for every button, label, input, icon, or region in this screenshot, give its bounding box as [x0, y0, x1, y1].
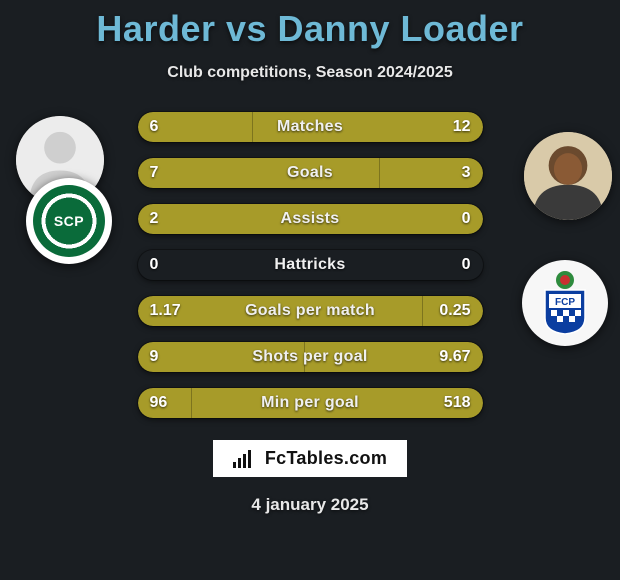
metric-row: 9Shots per goal9.67	[138, 342, 483, 372]
comparison-subtitle: Club competitions, Season 2024/2025	[0, 64, 620, 82]
metric-left-value: 9	[138, 348, 208, 366]
attribution-box: FcTables.com	[213, 440, 407, 477]
person-photo-icon	[524, 132, 612, 220]
metric-left-value: 6	[138, 118, 208, 136]
metric-right-value: 0.25	[413, 302, 483, 320]
club-left-badge: SCP	[26, 178, 112, 264]
metric-right-value: 0	[413, 210, 483, 228]
metric-label: Assists	[208, 210, 413, 228]
metric-label: Shots per goal	[208, 348, 413, 366]
metric-left-value: 1.17	[138, 302, 208, 320]
metric-row: 0Hattricks0	[138, 250, 483, 280]
metric-left-value: 7	[138, 164, 208, 182]
metric-right-value: 0	[413, 256, 483, 274]
metric-row: 7Goals3	[138, 158, 483, 188]
metric-left-value: 96	[138, 394, 208, 412]
metric-right-value: 518	[413, 394, 483, 412]
metric-label: Goals	[208, 164, 413, 182]
attribution-wrap: FcTables.com	[0, 440, 620, 477]
metric-label: Matches	[208, 118, 413, 136]
metric-row: 6Matches12	[138, 112, 483, 142]
club-right-badge: FCP	[522, 260, 608, 346]
metric-right-value: 9.67	[413, 348, 483, 366]
metric-row: 96Min per goal518	[138, 388, 483, 418]
metric-left-value: 2	[138, 210, 208, 228]
metric-row: 1.17Goals per match0.25	[138, 296, 483, 326]
player-right-photo	[524, 132, 612, 220]
attribution-text: FcTables.com	[265, 448, 387, 469]
metric-right-value: 3	[413, 164, 483, 182]
metric-label: Min per goal	[208, 394, 413, 412]
metric-label: Hattricks	[208, 256, 413, 274]
metric-label: Goals per match	[208, 302, 413, 320]
scp-badge-icon: SCP	[33, 185, 105, 257]
date-label: 4 january 2025	[0, 495, 620, 515]
barchart-icon	[233, 450, 255, 468]
comparison-title: Harder vs Danny Loader	[0, 0, 620, 50]
svg-text:FCP: FCP	[555, 297, 575, 308]
metric-row: 2Assists0	[138, 204, 483, 234]
metric-right-value: 12	[413, 118, 483, 136]
fcp-badge-icon: FCP	[537, 270, 593, 336]
metric-left-value: 0	[138, 256, 208, 274]
